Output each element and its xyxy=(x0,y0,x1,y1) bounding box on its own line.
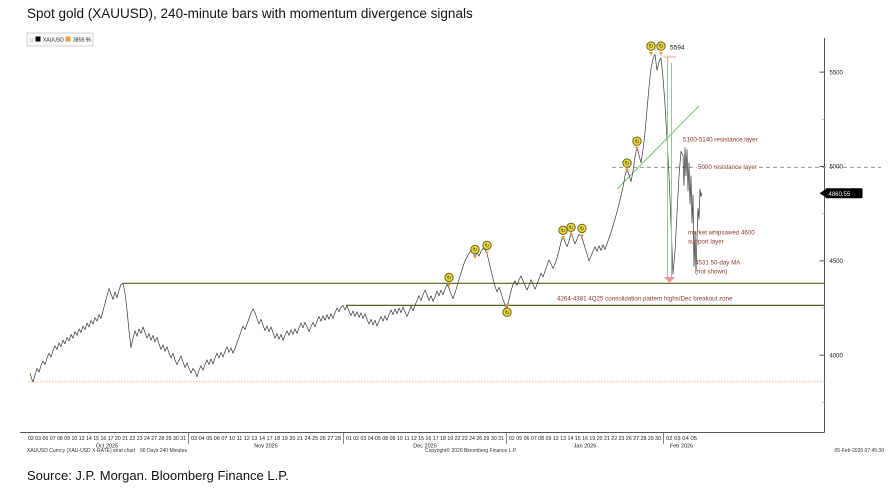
day-labels-oct: 02 03 06 07 08 09 10 13 14 15 16 17 20 2… xyxy=(28,436,186,442)
divergence-signal-icon xyxy=(566,222,576,233)
last-price-tag: 4860.55 xyxy=(819,188,863,199)
legend-last-value: 3858.96 xyxy=(73,38,91,44)
divergence-signal-icon xyxy=(622,158,632,168)
day-labels-feb: 02 03 04 05 xyxy=(666,436,697,442)
signal-glyph: ↻ xyxy=(659,43,664,50)
sell-arrow-icon xyxy=(625,169,629,173)
signal-glyph: ↻ xyxy=(625,160,630,167)
legend: 1) XAUUSD 3858.96 xyxy=(26,32,94,47)
signal-glyph: ↻ xyxy=(635,138,640,145)
y-tick-label: 5500 xyxy=(830,70,844,76)
sell-arrow-icon xyxy=(635,147,639,151)
annotation-whipsaw-note: support layer xyxy=(688,239,724,246)
last-price-value: 4860.55 xyxy=(829,192,851,198)
signal-glyph: ↻ xyxy=(473,247,478,254)
annotation-resistance-5100-5140: 5100-5140 resistance layer xyxy=(683,137,758,144)
gold-price-chart: 1) XAUUSD 3858.96 ↻↻↻↻↻ ↻ ↻↻↻↻ ↻ 55945100-5… xyxy=(20,32,884,454)
legend-value-swatch xyxy=(65,36,71,42)
y-tick-label: 4500 xyxy=(830,259,844,265)
measure-tool xyxy=(663,56,676,283)
price-series xyxy=(29,54,703,383)
legend-box xyxy=(26,32,94,47)
sell-arrow-icon xyxy=(561,236,565,240)
legend-series-swatch xyxy=(35,36,41,42)
signal-glyph: ↻ xyxy=(505,309,510,316)
source-attribution: Source: J.P. Morgan. Bloomberg Finance L… xyxy=(27,468,289,483)
annotation-whipsaw-note: market whipsawed 4600 xyxy=(688,230,755,237)
divergence-signal-icon xyxy=(444,272,454,283)
annotation-resistance-5000: 5000 resistance layer xyxy=(698,164,757,171)
sell-arrow-icon xyxy=(659,52,663,56)
trendline xyxy=(616,105,700,190)
plot-frame xyxy=(20,38,825,433)
legend-index: 1) xyxy=(30,38,35,43)
price-line xyxy=(29,54,703,383)
momentum-divergence-signals: ↻↻↻↻↻ ↻ ↻↻↻↻ ↻ xyxy=(444,41,666,317)
measure-arrowhead xyxy=(664,277,675,283)
month-label: Nov 2025 xyxy=(254,444,278,450)
footer-timestamp: 05-Feb-2026 07:45:30 xyxy=(835,448,885,454)
horizontal-levels xyxy=(28,166,881,383)
signal-glyph: ↻ xyxy=(580,226,585,233)
buy-arrow-icon xyxy=(505,302,509,307)
y-axis: 5500 5000 4500 4000 xyxy=(819,70,844,403)
annotation-peak-label: 5594 xyxy=(670,45,685,52)
sell-arrow-icon xyxy=(580,234,584,238)
signal-glyph: ↻ xyxy=(561,227,566,234)
x-axis: 02 03 06 07 08 09 10 13 14 15 16 17 20 2… xyxy=(28,432,697,450)
divergence-signal-icon xyxy=(558,225,568,236)
day-labels-dec: 01 02 03 04 05 08 09 10 11 12 15 16 17 1… xyxy=(346,436,504,442)
y-tick-label: 4000 xyxy=(830,353,844,359)
month-label: Feb 2026 xyxy=(670,444,693,450)
divergence-signal-icon xyxy=(482,240,492,251)
annotations: 5594 5100-5140 resistance layer 5000 resis… xyxy=(557,45,758,303)
day-labels-nov: 03 04 05 06 07 10 11 12 13 14 17 18 19 2… xyxy=(191,436,341,442)
signal-glyph: ↻ xyxy=(447,275,452,282)
day-labels-jan: 02 05 06 07 08 09 12 13 14 15 16 19 20 2… xyxy=(509,436,661,442)
month-label: Jan 2026 xyxy=(574,444,597,450)
sell-arrow-icon xyxy=(473,255,477,260)
signal-glyph: ↻ xyxy=(485,243,490,250)
footer-range: 90 Days 240 Minutes xyxy=(140,448,187,454)
month-label: Dec 2025 xyxy=(413,444,437,450)
sell-arrow-icon xyxy=(649,52,653,56)
sell-arrow-icon xyxy=(485,251,489,255)
footer-ticker-desc: XAUUSD Curncy (XAU-USD X-RATE) strat cha… xyxy=(27,448,136,454)
chart-footer: XAUUSD Curncy (XAU-USD X-RATE) strat cha… xyxy=(27,447,884,454)
annotation-consolidation-zone-note: 4264-4381 4Q25 consolidation pattern hig… xyxy=(557,296,733,303)
annotation-ma-note: (not shown) xyxy=(695,269,727,276)
divergence-signal-icon xyxy=(646,41,656,51)
signal-glyph: ↻ xyxy=(569,224,574,231)
legend-series-label: XAUUSD xyxy=(43,38,64,44)
divergence-signal-icon xyxy=(502,307,512,317)
footer-copyright: Copyright© 2026 Bloomberg Finance L.P. xyxy=(425,447,517,454)
month-label: Oct 2025 xyxy=(96,444,118,450)
divergence-signal-icon xyxy=(632,136,642,146)
divergence-signal-icon xyxy=(656,41,666,51)
page-title: Spot gold (XAUUSD), 240-minute bars with… xyxy=(27,6,473,21)
annotation-ma-note: 4531 50-day MA xyxy=(695,260,741,267)
last-price-pointer xyxy=(819,189,826,197)
signal-glyph: ↻ xyxy=(649,43,654,50)
last-price-box xyxy=(825,188,863,199)
sell-arrow-icon xyxy=(569,233,573,237)
divergence-signal-icon xyxy=(470,244,480,255)
divergence-signal-icon xyxy=(577,223,587,234)
y-tick-label: 5000 xyxy=(830,165,844,171)
sell-arrow-icon xyxy=(447,283,451,287)
